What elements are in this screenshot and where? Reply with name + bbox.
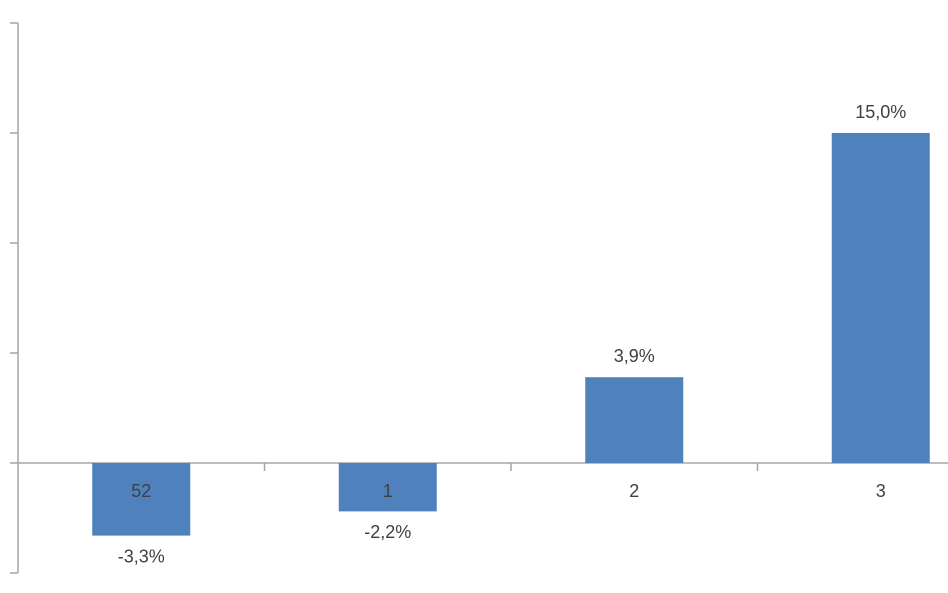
value-label: -3,3% (118, 546, 165, 566)
x-tick-label: 1 (383, 481, 393, 501)
value-label: -2,2% (364, 522, 411, 542)
bar (338, 463, 437, 512)
x-tick-label: 2 (629, 481, 639, 501)
value-label: 3,9% (614, 346, 655, 366)
value-label: 15,0% (855, 102, 906, 122)
bar (92, 463, 191, 536)
x-tick-label: 52 (131, 481, 151, 501)
bar (585, 377, 684, 463)
x-tick-label: 3 (876, 481, 886, 501)
bar (831, 133, 930, 463)
